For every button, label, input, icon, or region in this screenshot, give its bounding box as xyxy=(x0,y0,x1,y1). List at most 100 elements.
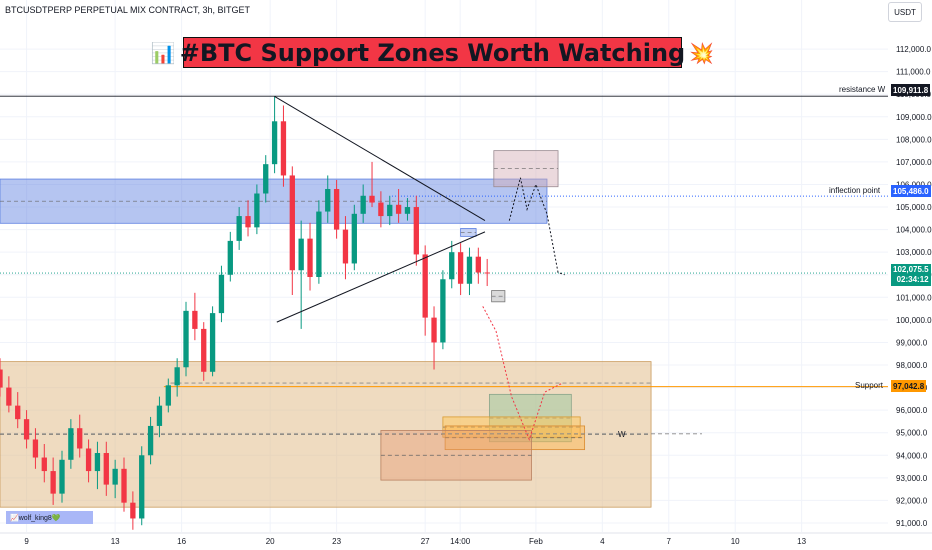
candle-body xyxy=(281,121,286,175)
inflection-price-tag: 105,486.0 xyxy=(891,185,931,197)
candle-body xyxy=(485,272,490,273)
chart-title: #BTC Support Zones Worth Watching xyxy=(180,39,685,67)
y-tick-label: 105,000.0 xyxy=(896,203,932,212)
candle-body xyxy=(361,196,366,214)
chart-title-banner: 📊 #BTC Support Zones Worth Watching 💥 xyxy=(183,37,682,68)
x-tick-label: 13 xyxy=(797,537,806,546)
y-tick-label: 95,000.0 xyxy=(896,429,928,438)
x-tick-label: 20 xyxy=(266,537,275,546)
candle-body xyxy=(104,453,109,485)
candle-body xyxy=(449,252,454,279)
candle-body xyxy=(237,216,242,241)
candle-body xyxy=(343,230,348,264)
candle-body xyxy=(431,318,436,343)
resistance-annotation: resistance W xyxy=(839,85,885,94)
candle-body xyxy=(68,428,73,460)
candle-body xyxy=(0,370,3,388)
y-tick-label: 91,000.0 xyxy=(896,519,928,528)
candle-body xyxy=(387,205,392,216)
candle-body xyxy=(352,214,357,264)
resistance-price-tag: 109,911.8 xyxy=(891,84,930,96)
x-tick-label: 16 xyxy=(177,537,186,546)
bar-chart-emoji-icon: 📊 xyxy=(151,41,176,65)
symbol-header: BTCUSDTPERP PERPETUAL MIX CONTRACT, 3h, … xyxy=(5,5,250,15)
candle-body xyxy=(414,207,419,254)
y-tick-label: 98,000.0 xyxy=(896,361,928,370)
x-tick-label: 27 xyxy=(421,537,430,546)
inflection-annotation: inflection point xyxy=(829,186,880,195)
x-tick-label: Feb xyxy=(529,537,543,546)
candle-body xyxy=(405,207,410,214)
candle-body xyxy=(201,329,206,372)
x-tick-label: 14:00 xyxy=(450,537,471,546)
last-price-tag: 102,075.5 02:34:12 xyxy=(891,264,931,286)
candle-body xyxy=(396,205,401,214)
candle-body xyxy=(458,252,463,284)
candle-body xyxy=(476,257,481,273)
x-tick-label: 4 xyxy=(600,537,605,546)
x-tick-label: 13 xyxy=(111,537,120,546)
candle-body xyxy=(210,313,215,372)
candle-body xyxy=(219,275,224,313)
candle-body xyxy=(33,439,38,457)
candle-body xyxy=(378,203,383,217)
candle-body xyxy=(148,426,153,455)
y-tick-label: 92,000.0 xyxy=(896,496,928,505)
candle-body xyxy=(86,449,91,472)
candle-body xyxy=(95,453,100,471)
x-tick-label: 23 xyxy=(332,537,341,546)
y-tick-label: 107,000.0 xyxy=(896,158,932,167)
y-tick-label: 94,000.0 xyxy=(896,451,928,460)
candle-body xyxy=(50,471,55,494)
collision-emoji-icon: 💥 xyxy=(689,41,714,65)
y-tick-label: 111,000.0 xyxy=(896,68,931,77)
y-tick-label: 108,000.0 xyxy=(896,135,932,144)
candle-body xyxy=(325,189,330,212)
candle-body xyxy=(334,189,339,230)
candle-body xyxy=(77,428,82,448)
y-tick-label: 104,000.0 xyxy=(896,226,932,235)
candle-body xyxy=(183,311,188,367)
candle-body xyxy=(423,254,428,317)
last-price-value: 102,075.5 xyxy=(893,265,929,275)
y-tick-label: 101,000.0 xyxy=(896,293,932,302)
y-tick-label: 100,000.0 xyxy=(896,316,932,325)
y-tick-label: 99,000.0 xyxy=(896,338,928,347)
x-tick-label: 10 xyxy=(731,537,740,546)
currency-button[interactable]: USDT xyxy=(888,2,922,22)
y-tick-label: 103,000.0 xyxy=(896,248,932,257)
candle-body xyxy=(42,458,47,472)
support-price-tag: 97,042.8 xyxy=(891,380,926,392)
candle-body xyxy=(263,164,268,193)
candle-body xyxy=(157,406,162,426)
candle-body xyxy=(174,367,179,385)
candle-body xyxy=(254,194,259,228)
candle-body xyxy=(112,469,117,485)
candle-body xyxy=(307,239,312,277)
candle-body xyxy=(245,216,250,227)
x-tick-label: 9 xyxy=(24,537,29,546)
y-tick-label: 109,000.0 xyxy=(896,113,932,122)
x-tick-label: 7 xyxy=(667,537,672,546)
candle-body xyxy=(15,406,20,420)
candle-body xyxy=(369,196,374,203)
candle-body xyxy=(316,212,321,277)
candle-body xyxy=(192,311,197,329)
candle-body xyxy=(6,388,11,406)
candle-body xyxy=(290,175,295,270)
author-watermark: 📈wolf_king8💚 xyxy=(6,511,93,524)
candle-body xyxy=(139,455,144,518)
y-tick-label: 112,000.0 xyxy=(896,45,932,54)
candle-body xyxy=(299,239,304,271)
bar-countdown: 02:34:12 xyxy=(897,275,929,285)
w-level-annotation: W xyxy=(618,430,626,439)
candle-body xyxy=(272,121,277,164)
y-tick-label: 93,000.0 xyxy=(896,474,928,483)
x-axis: 9 13 16 20 23 27 14:00 Feb 4 7 10 13 xyxy=(0,533,932,546)
candle-body xyxy=(166,385,171,405)
candle-body xyxy=(59,460,64,494)
candle-body xyxy=(440,279,445,342)
candle-body xyxy=(24,419,29,439)
y-axis: 112,000.0111,000.0110,000.0109,000.0108,… xyxy=(896,45,932,528)
